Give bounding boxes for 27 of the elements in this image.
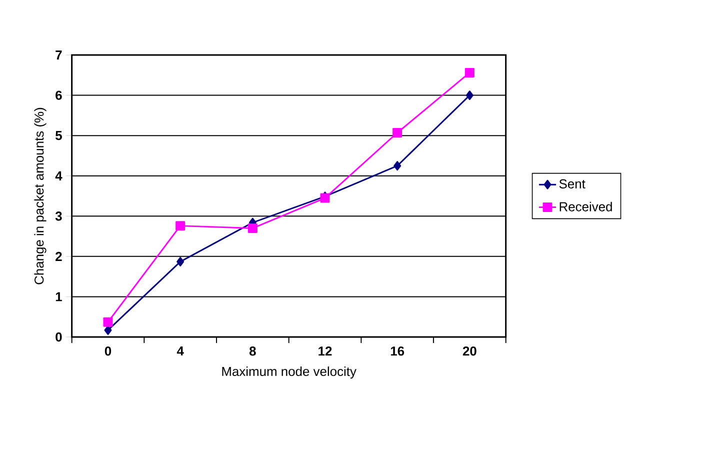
x-tick-label: 20 — [462, 346, 476, 356]
y-axis-title: Change in packet amounts (%) — [34, 108, 46, 284]
y-tick-label: 1 — [56, 292, 62, 302]
point — [104, 325, 112, 335]
y-tick-label: 4 — [55, 171, 62, 180]
point — [394, 161, 402, 171]
legend-label: Received — [560, 202, 612, 212]
point — [176, 256, 184, 266]
point — [176, 221, 186, 231]
point — [248, 223, 258, 233]
y-tick-label: 6 — [56, 90, 62, 100]
x-tick-label: 12 — [318, 346, 332, 356]
y-tick-label: 5 — [56, 131, 62, 140]
legend-label: Sent — [559, 179, 586, 188]
x-tick-label: 0 — [104, 346, 112, 356]
y-tick-label: 2 — [56, 252, 62, 261]
y-tick-label: 7 — [56, 50, 62, 60]
x-tick-label: 4 — [176, 346, 184, 356]
point — [103, 317, 113, 327]
x-axis-title: Maximum node velocity — [222, 366, 356, 379]
point — [464, 68, 474, 78]
point — [466, 90, 474, 100]
point — [392, 128, 402, 138]
x-tick-label: 16 — [390, 346, 404, 356]
x-tick-label: 8 — [249, 346, 256, 356]
y-tick-label: 0 — [56, 332, 62, 342]
y-tick-label: 3 — [55, 212, 62, 221]
